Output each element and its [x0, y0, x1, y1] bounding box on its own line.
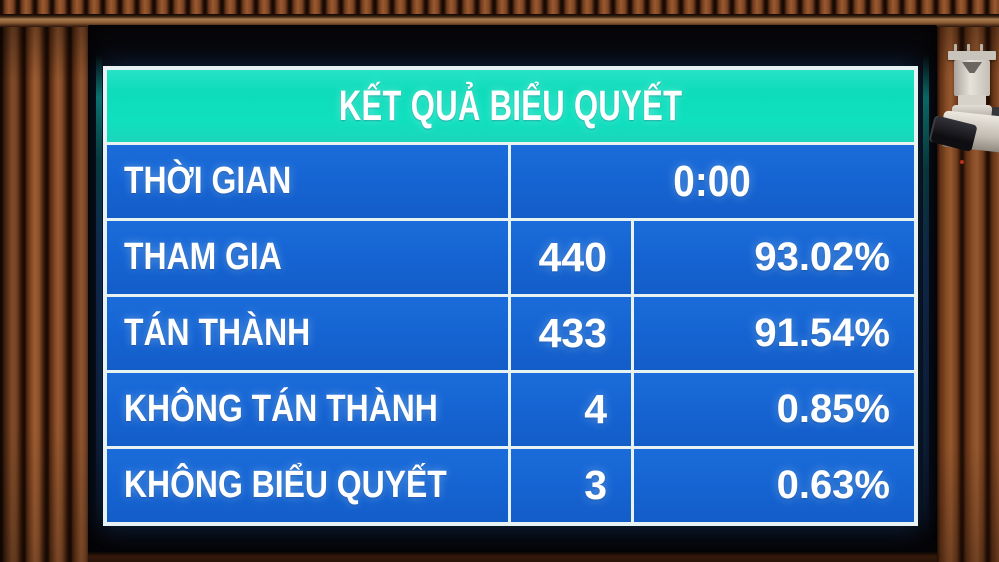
row-khong-tan-thanh-count: 4: [511, 373, 631, 446]
board-title-text: KẾT QUẢ BIỂU QUYẾT: [338, 81, 683, 130]
time-row-label: THỜI GIAN: [107, 145, 508, 218]
row-khong-tan-thanh-percent: 0.85%: [634, 373, 914, 446]
screen-reflection-left: [96, 55, 102, 525]
wood-paneling-top: [0, 0, 999, 16]
row-khong-bieu-quyet-label: KHÔNG BIỂU QUYẾT: [107, 449, 508, 522]
row-khong-tan-thanh-label: KHÔNG TÁN THÀNH: [107, 373, 508, 446]
security-camera: [928, 44, 999, 169]
row-khong-bieu-quyet-count: 3: [511, 449, 631, 522]
row-tham-gia-label: THAM GIA: [107, 221, 508, 294]
time-row-value: 0:00: [511, 145, 914, 218]
camera-indicator-dot: [960, 160, 964, 164]
screen-reflection-right: [923, 55, 929, 535]
camera-mount-stud: [954, 44, 957, 52]
row-tan-thanh-label: TÁN THÀNH: [107, 297, 508, 370]
wood-trim-rail: [0, 14, 999, 28]
row-tham-gia-percent: 93.02%: [634, 221, 914, 294]
camera-mount-stud: [967, 44, 970, 52]
camera-neck: [958, 95, 986, 107]
voting-results-table: KẾT QUẢ BIỂU QUYẾT THỜI GIAN 0:00 THAM G…: [103, 66, 918, 526]
camera-mount-stud: [980, 44, 983, 52]
row-tan-thanh-percent: 91.54%: [634, 297, 914, 370]
row-tham-gia-count: 440: [511, 221, 631, 294]
camera-mount-plate: [948, 51, 996, 60]
wood-paneling-left: [0, 27, 90, 562]
board-title: KẾT QUẢ BIỂU QUYẾT: [107, 70, 914, 142]
row-tan-thanh-count: 433: [511, 297, 631, 370]
wood-ledge-bottom: [88, 552, 937, 562]
row-khong-bieu-quyet-percent: 0.63%: [634, 449, 914, 522]
led-voting-screen: KẾT QUẢ BIỂU QUYẾT THỜI GIAN 0:00 THAM G…: [88, 25, 937, 553]
camera-bracket-notch: [962, 62, 982, 73]
